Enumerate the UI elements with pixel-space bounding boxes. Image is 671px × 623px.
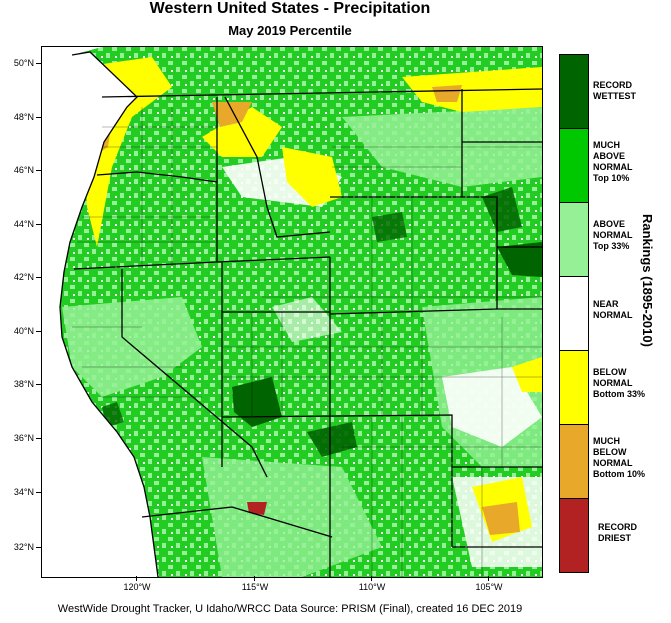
legend-color-bar (559, 54, 589, 573)
y-tick-mark (36, 277, 41, 278)
map-svg (42, 47, 542, 577)
y-tick-label: 48°N (13, 112, 34, 122)
y-tick-label: 32°N (13, 542, 34, 552)
y-tick-label: 42°N (13, 272, 34, 282)
y-tick-mark (36, 331, 41, 332)
x-tick-mark (254, 576, 255, 581)
y-tick-mark (36, 384, 41, 385)
y-tick-label: 36°N (13, 433, 34, 443)
legend-swatch-record-wettest (560, 55, 588, 129)
y-tick-mark (36, 63, 41, 64)
x-tick-label: 105°W (475, 582, 503, 592)
y-tick-label: 46°N (13, 165, 34, 175)
y-tick-mark (36, 117, 41, 118)
map-subtitle: May 2019 Percentile (228, 23, 352, 38)
y-tick-label: 34°N (13, 487, 34, 497)
precipitation-map (41, 46, 543, 578)
y-tick-label: 40°N (13, 326, 34, 336)
y-tick-label: 44°N (13, 219, 34, 229)
legend-label-near: NEAR NORMAL (593, 299, 633, 320)
y-tick-label: 50°N (13, 58, 34, 68)
y-tick-mark (36, 224, 41, 225)
legend-label-above: ABOVE NORMAL Top 33% (593, 219, 633, 251)
legend-label-below: BELOW NORMAL Bottom 33% (593, 367, 646, 399)
legend-swatch-much-below (560, 425, 588, 499)
legend-swatch-above (560, 203, 588, 277)
legend-label-much-above: MUCH ABOVE NORMAL Top 10% (593, 140, 633, 183)
x-tick-label: 110°W (358, 582, 386, 592)
y-tick-mark (36, 170, 41, 171)
x-tick-label: 115°W (241, 582, 269, 592)
legend-swatch-much-above (560, 129, 588, 203)
y-tick-mark (36, 547, 41, 548)
legend-label-much-below: MUCH BELOW NORMAL Bottom 10% (593, 436, 646, 479)
legend-label-record-driest: RECORD DRIEST (598, 522, 638, 543)
y-tick-mark (36, 492, 41, 493)
legend-label-record-wettest: RECORD WETTEST (593, 80, 636, 101)
legend-swatch-record-driest (560, 499, 588, 572)
legend-swatch-below (560, 351, 588, 425)
x-tick-label: 120°W (123, 582, 151, 592)
legend-swatch-near (560, 277, 588, 351)
footer-credit: WestWide Drought Tracker, U Idaho/WRCC D… (57, 603, 523, 615)
x-tick-mark (136, 576, 137, 581)
x-tick-mark (371, 576, 372, 581)
y-tick-mark (36, 438, 41, 439)
y-tick-label: 38°N (13, 379, 34, 389)
map-title: Western United States - Precipitation (149, 0, 431, 17)
x-tick-mark (488, 576, 489, 581)
legend-title: Rankings (1895-2010) (640, 214, 655, 347)
